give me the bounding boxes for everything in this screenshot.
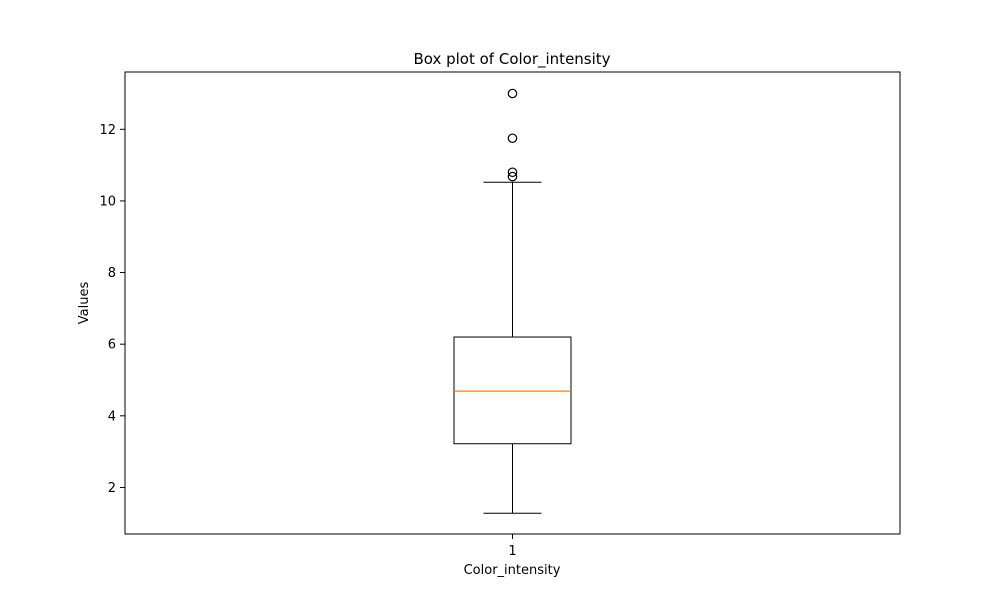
outlier-point xyxy=(507,171,518,182)
interquartile-box xyxy=(453,336,572,445)
y-tick-label: 10 xyxy=(99,194,116,209)
y-tick-label: 4 xyxy=(108,409,116,424)
x-axis: 1 xyxy=(508,534,517,559)
y-tick-label: 6 xyxy=(108,338,116,353)
outlier-point xyxy=(507,133,518,144)
x-axis-label: Color_intensity xyxy=(464,563,561,578)
y-axis: 2 4 6 8 10 12 xyxy=(99,123,125,496)
box-group xyxy=(453,88,572,514)
y-tick-label: 2 xyxy=(108,481,116,496)
y-tick-label: 8 xyxy=(108,266,116,281)
outlier-point xyxy=(507,167,518,178)
outlier-point xyxy=(507,88,518,99)
x-tick-label: 1 xyxy=(508,544,516,559)
chart-title: Box plot of Color_intensity xyxy=(413,50,610,69)
y-axis-label: Values xyxy=(77,282,92,325)
y-tick-label: 12 xyxy=(99,123,116,138)
